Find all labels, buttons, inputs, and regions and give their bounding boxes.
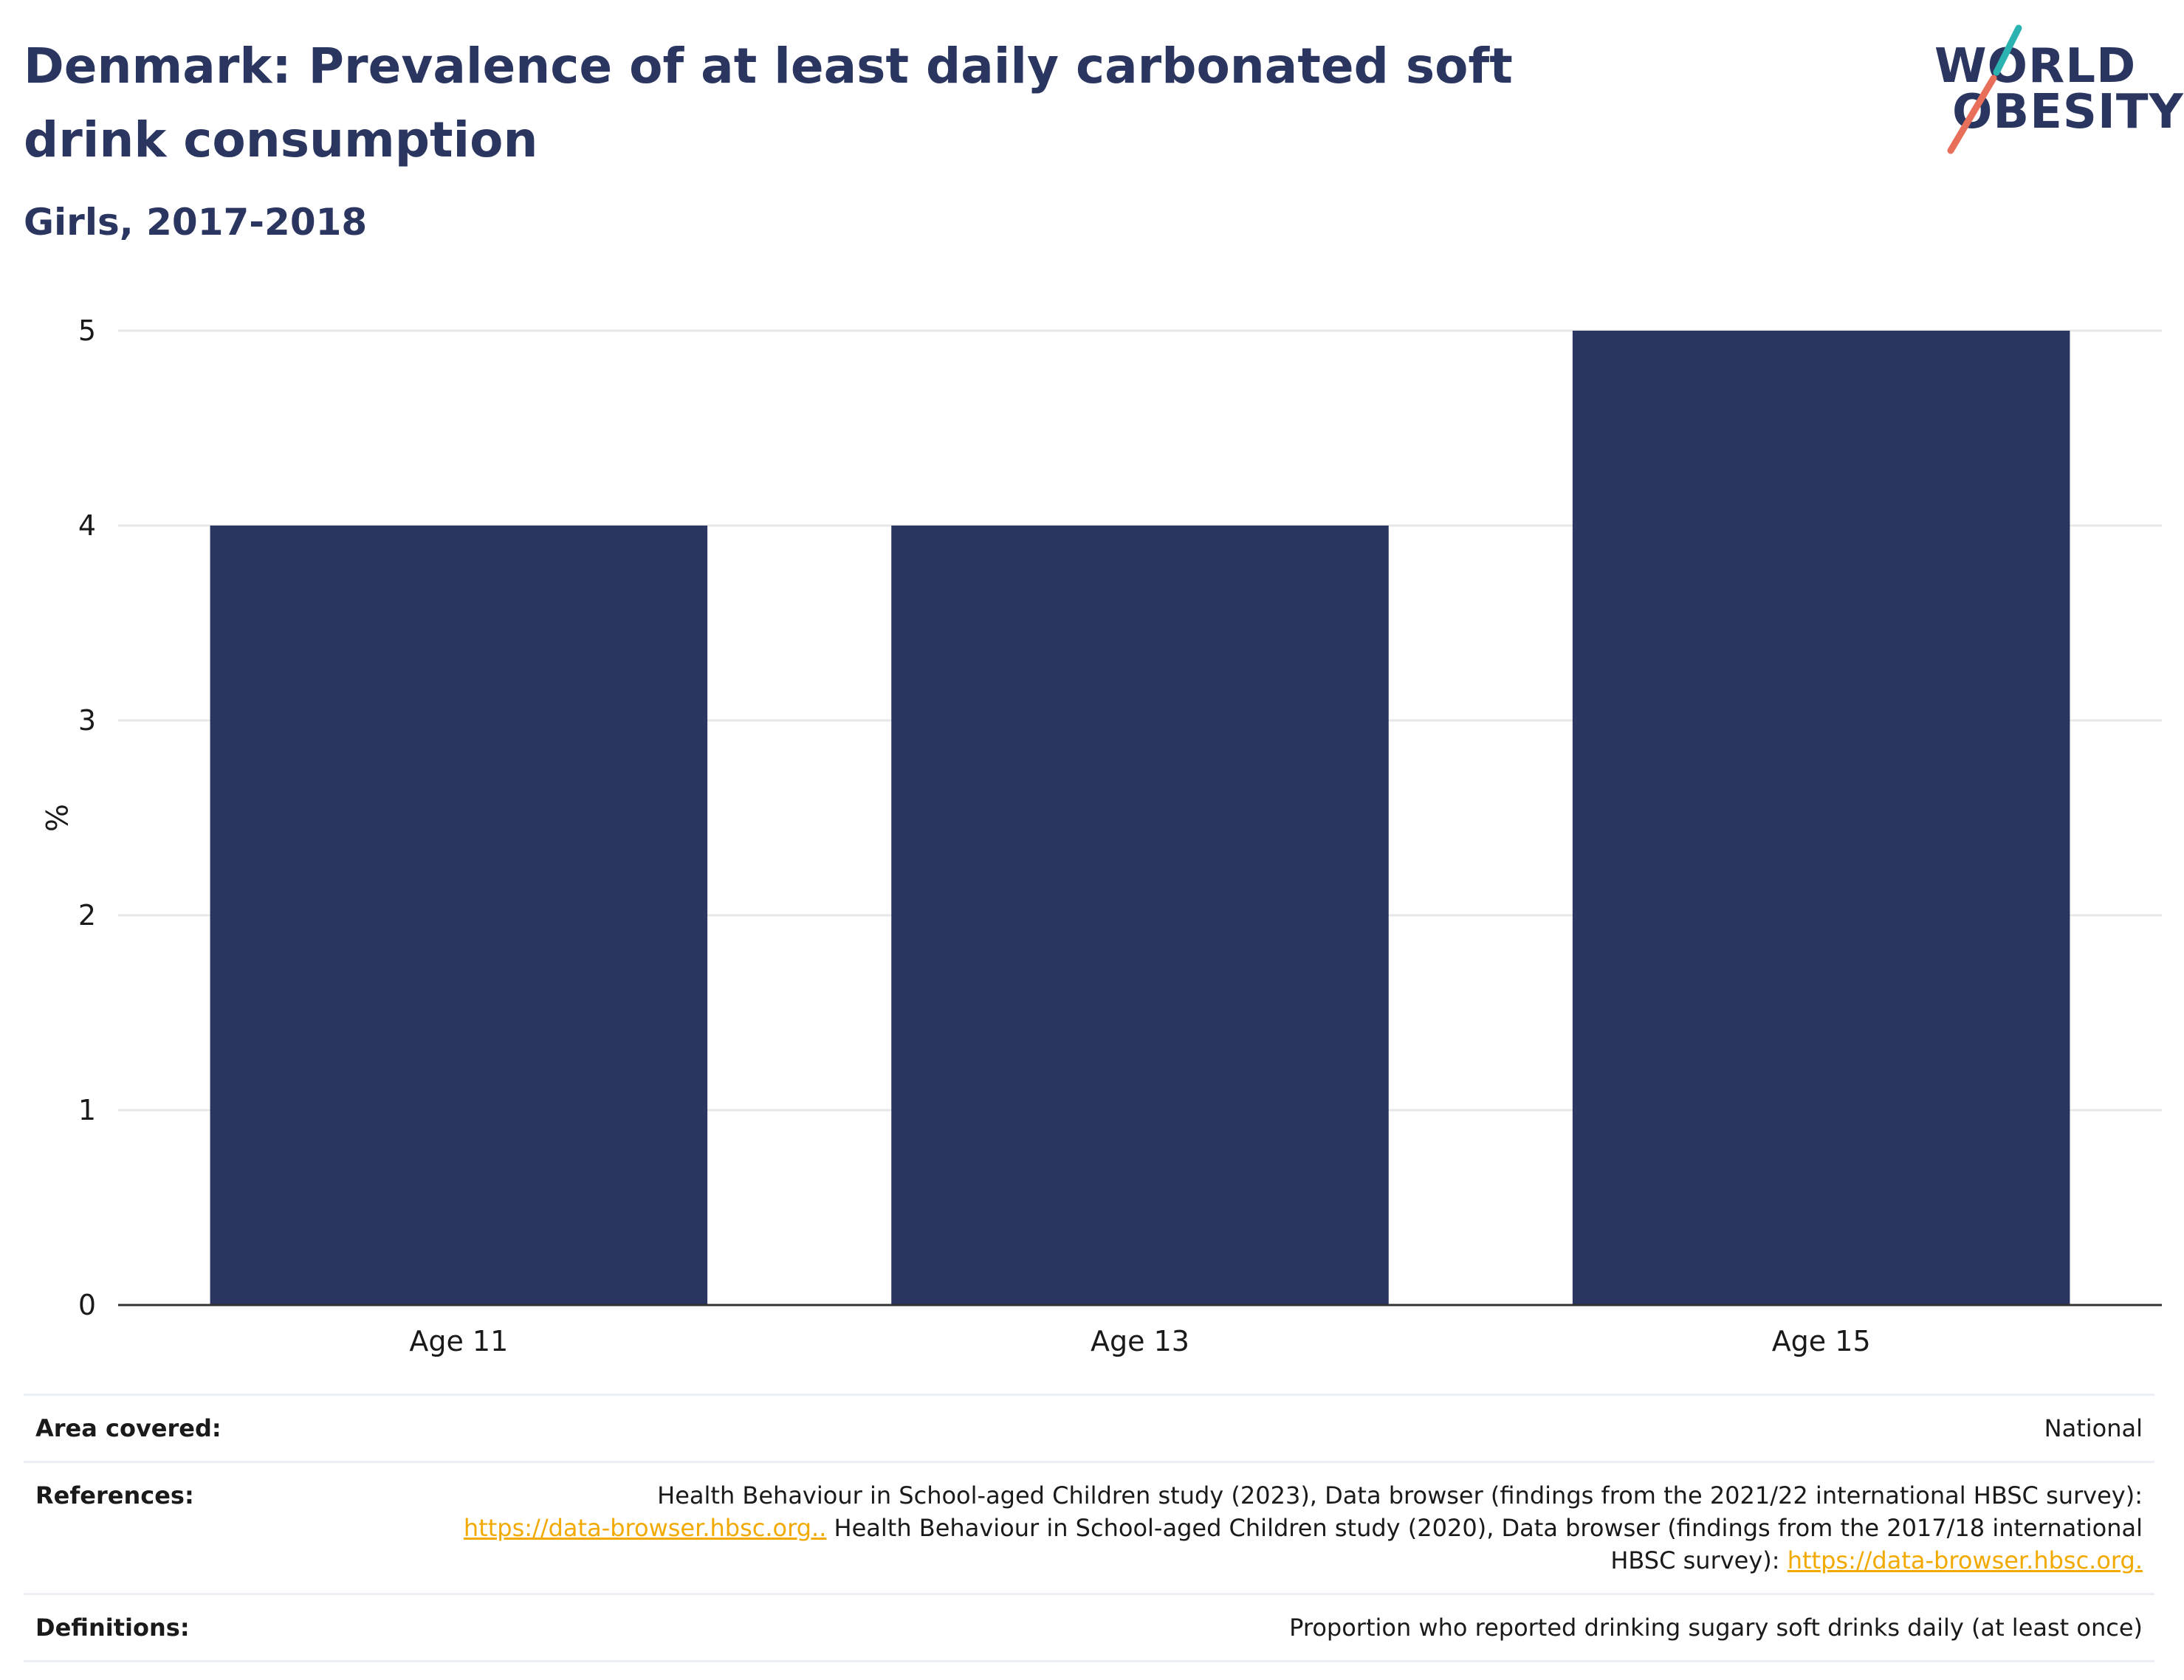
bar: [1572, 331, 2070, 1305]
area-covered-label: Area covered:: [35, 1414, 222, 1442]
info-table: Area covered: National References: Healt…: [24, 1394, 2154, 1662]
logo-word-obesity: OBESITY: [1952, 85, 2184, 140]
y-tick-label: 5: [78, 314, 96, 347]
x-tick-label: Age 11: [409, 1325, 508, 1357]
definitions-row: Definitions: Proportion who reported dri…: [24, 1593, 2154, 1662]
bar-chart: 0 1 2 3 4 5 Age 11 Age 13 Age 15 %: [38, 314, 2162, 1357]
references-label: References:: [35, 1481, 194, 1509]
bar: [210, 526, 708, 1305]
y-tick-label: 3: [78, 704, 96, 737]
definitions-label: Definitions:: [35, 1614, 190, 1642]
y-tick-label: 0: [78, 1289, 96, 1321]
area-covered-value: National: [2044, 1414, 2143, 1442]
references-link-2[interactable]: https://data-browser.hbsc.org.: [1787, 1546, 2143, 1574]
x-tick-label: Age 13: [1091, 1325, 1189, 1357]
references-row: References: Health Behaviour in School-a…: [24, 1461, 2154, 1593]
bars: [210, 331, 2070, 1305]
y-tick-labels: 0 1 2 3 4 5: [78, 314, 96, 1321]
chart-subtitle: Girls, 2017-2018: [24, 201, 368, 244]
y-tick-label: 4: [78, 509, 96, 542]
references-link-1[interactable]: https://data-browser.hbsc.org..: [463, 1514, 827, 1542]
y-axis-title: %: [38, 804, 72, 832]
bar: [891, 526, 1389, 1305]
y-tick-label: 1: [78, 1094, 96, 1126]
x-tick-labels: Age 11 Age 13 Age 15: [409, 1325, 1870, 1357]
definitions-value: Proportion who reported drinking sugary …: [1289, 1614, 2143, 1642]
y-tick-label: 2: [78, 899, 96, 932]
chart-title: Denmark: Prevalence of at least daily ca…: [24, 38, 1513, 168]
references-text-2: Health Behaviour in School-aged Children…: [826, 1514, 2143, 1574]
world-obesity-logo: WORLD OBESITY: [1920, 21, 2183, 161]
x-tick-label: Age 15: [1772, 1325, 1871, 1357]
area-covered-row: Area covered: National: [24, 1394, 2154, 1461]
logo-word-world: WORLD: [1934, 39, 2137, 94]
logo-slash-icon: [1947, 24, 2022, 154]
references-text-1: Health Behaviour in School-aged Children…: [657, 1481, 2143, 1509]
references-value: Health Behaviour in School-aged Children…: [444, 1479, 2143, 1577]
